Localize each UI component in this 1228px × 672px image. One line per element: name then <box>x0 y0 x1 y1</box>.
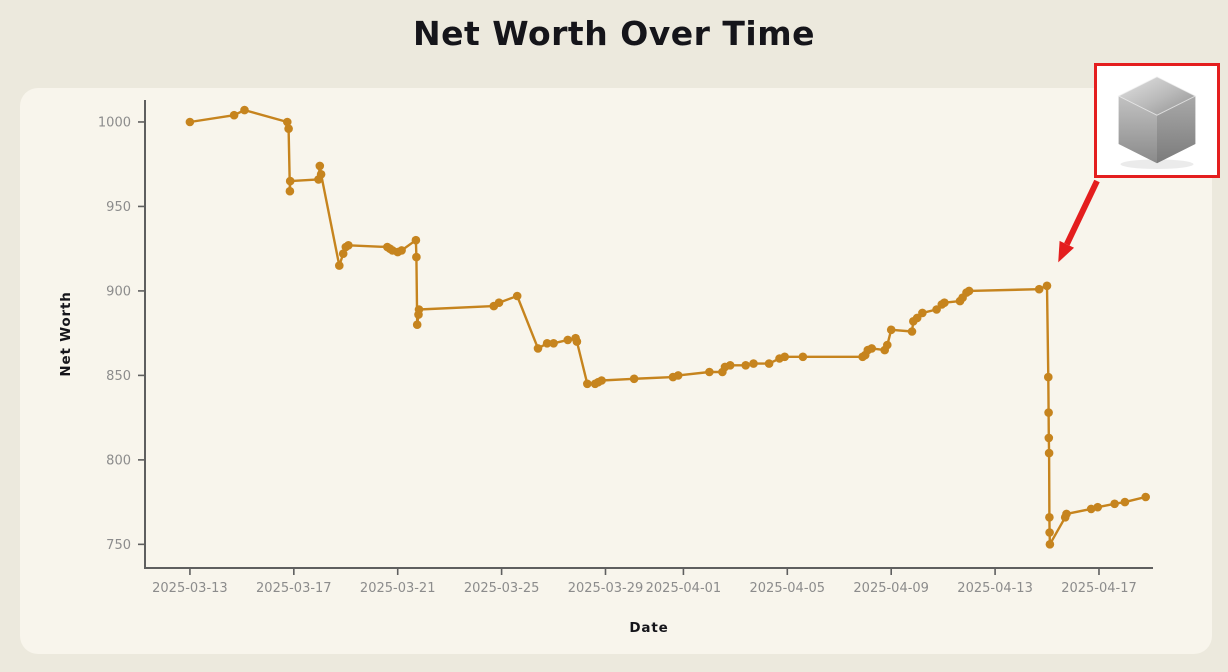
data-point-marker <box>512 291 522 301</box>
x-axis-title: Date <box>629 620 669 636</box>
y-tick-label: 900 <box>106 284 131 299</box>
data-point-marker <box>1062 509 1071 519</box>
data-point-marker <box>741 361 750 370</box>
data-point-marker <box>918 308 927 318</box>
y-tick-label: 800 <box>106 453 131 468</box>
data-point-marker <box>283 117 292 127</box>
data-point-marker <box>315 161 325 171</box>
data-point-marker <box>867 344 876 353</box>
data-point-marker <box>240 105 249 115</box>
page-title: Net Worth Over Time <box>413 14 815 53</box>
data-point-marker <box>397 246 406 255</box>
x-tick-label: 2025-03-17 <box>256 581 332 596</box>
data-point-marker <box>907 327 917 336</box>
data-point-marker <box>629 374 639 384</box>
data-point-marker <box>725 361 735 370</box>
data-point-marker <box>533 344 543 353</box>
data-point-marker <box>749 359 758 368</box>
data-point-marker <box>964 286 974 296</box>
data-point-marker <box>572 337 582 346</box>
data-point-marker <box>886 325 896 335</box>
data-point-marker <box>705 367 714 377</box>
x-tick-label: 2025-04-05 <box>750 581 826 596</box>
data-point-marker <box>284 124 293 133</box>
annotation-arrow-shaft <box>1064 179 1100 246</box>
data-point-marker <box>1045 513 1054 522</box>
data-point-marker <box>185 117 195 127</box>
data-point-marker <box>597 376 606 385</box>
x-tick-label: 2025-03-29 <box>568 581 644 596</box>
data-point-marker <box>1044 408 1053 417</box>
net-worth-series-line <box>188 108 1147 546</box>
data-point-marker <box>764 359 774 368</box>
data-point-marker <box>1110 499 1119 509</box>
data-point-marker <box>338 249 348 258</box>
annotation-arrow-head <box>1058 240 1075 263</box>
data-point-marker <box>549 339 558 348</box>
data-point-marker <box>412 252 421 262</box>
data-point-marker <box>1044 433 1054 443</box>
data-point-marker <box>542 339 552 348</box>
y-tick-label: 750 <box>106 538 131 553</box>
data-point-marker <box>1042 281 1052 291</box>
data-point-marker <box>1045 540 1055 549</box>
data-point-marker <box>940 298 949 308</box>
data-point-marker <box>412 320 422 330</box>
data-point-marker <box>1044 372 1053 382</box>
y-tick-label: 1000 <box>98 115 131 130</box>
x-tick-label: 2025-04-17 <box>1061 581 1137 596</box>
data-point-marker <box>1045 528 1054 537</box>
data-point-marker <box>798 352 808 362</box>
data-point-marker <box>563 335 573 345</box>
data-point-marker <box>1093 502 1102 512</box>
data-point-marker <box>494 298 504 308</box>
data-point-marker <box>229 110 239 120</box>
x-tick-label: 2025-04-09 <box>853 581 929 596</box>
data-point-marker <box>1044 448 1054 458</box>
data-point-marker <box>335 261 344 270</box>
metal-cube-image <box>1117 75 1197 169</box>
data-point-marker <box>883 340 892 350</box>
x-tick-label: 2025-03-21 <box>360 581 436 596</box>
data-point-marker <box>1034 284 1044 294</box>
data-point-marker <box>344 241 353 250</box>
data-point-marker <box>285 176 295 186</box>
data-point-marker <box>1120 497 1130 507</box>
chart-card <box>20 88 1212 654</box>
data-point-marker <box>414 305 424 314</box>
data-point-marker <box>316 170 326 179</box>
data-point-marker <box>583 379 592 389</box>
cube-inset <box>1094 63 1220 178</box>
data-point-marker <box>1086 504 1096 514</box>
data-point-marker <box>1141 492 1150 502</box>
x-tick-label: 2025-04-01 <box>646 581 722 596</box>
x-tick-label: 2025-03-13 <box>152 581 228 596</box>
x-tick-label: 2025-04-13 <box>957 581 1033 596</box>
data-point-marker <box>673 371 683 380</box>
y-tick-label: 850 <box>106 369 131 384</box>
data-point-marker <box>411 235 421 245</box>
data-point-marker <box>780 352 789 362</box>
x-tick-label: 2025-03-25 <box>464 581 540 596</box>
data-point-marker <box>285 186 295 196</box>
y-tick-label: 950 <box>106 200 131 215</box>
